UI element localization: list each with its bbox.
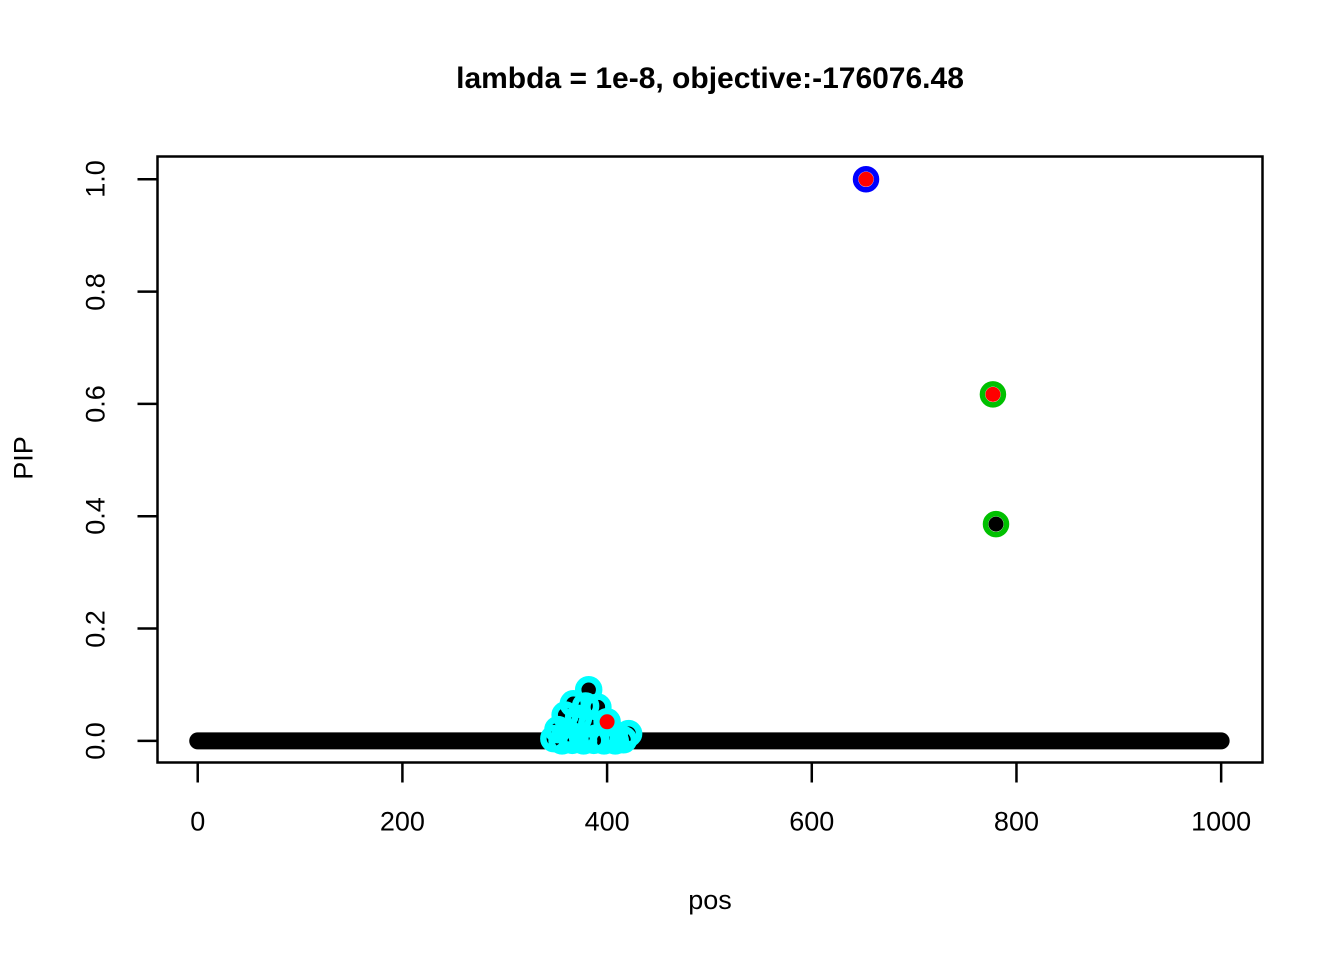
- y-tick-label: 0.2: [80, 609, 111, 648]
- x-tick-label: 0: [190, 806, 206, 837]
- x-tick-label: 600: [789, 806, 835, 837]
- plot-frame: [156, 155, 1264, 764]
- cluster-point-ring: [609, 726, 638, 754]
- cluster-red-dot: [599, 714, 615, 730]
- x-tick-label: 1000: [1191, 806, 1252, 837]
- y-tick-label: 1.0: [80, 160, 111, 199]
- y-tick-label: 0.6: [80, 385, 111, 423]
- x-tick-label: 800: [993, 806, 1039, 837]
- y-tick-label: 0.8: [80, 272, 111, 311]
- x-tick-label: 200: [379, 806, 425, 837]
- y-tick-label: 0.0: [80, 722, 111, 760]
- x-tick-label: 400: [584, 806, 630, 837]
- highlight-point-ring: [852, 165, 880, 193]
- highlight-point-dot: [858, 171, 874, 187]
- highlight-point-dot: [985, 386, 1001, 402]
- y-tick-label: 0.4: [80, 497, 111, 535]
- highlight-point-dot: [988, 516, 1004, 532]
- highlight-point-ring: [979, 381, 1007, 408]
- highlight-point-ring: [982, 510, 1010, 538]
- x-axis-label: pos: [688, 885, 732, 915]
- plot-title: lambda = 1e-8, objective:-176076.48: [456, 62, 964, 95]
